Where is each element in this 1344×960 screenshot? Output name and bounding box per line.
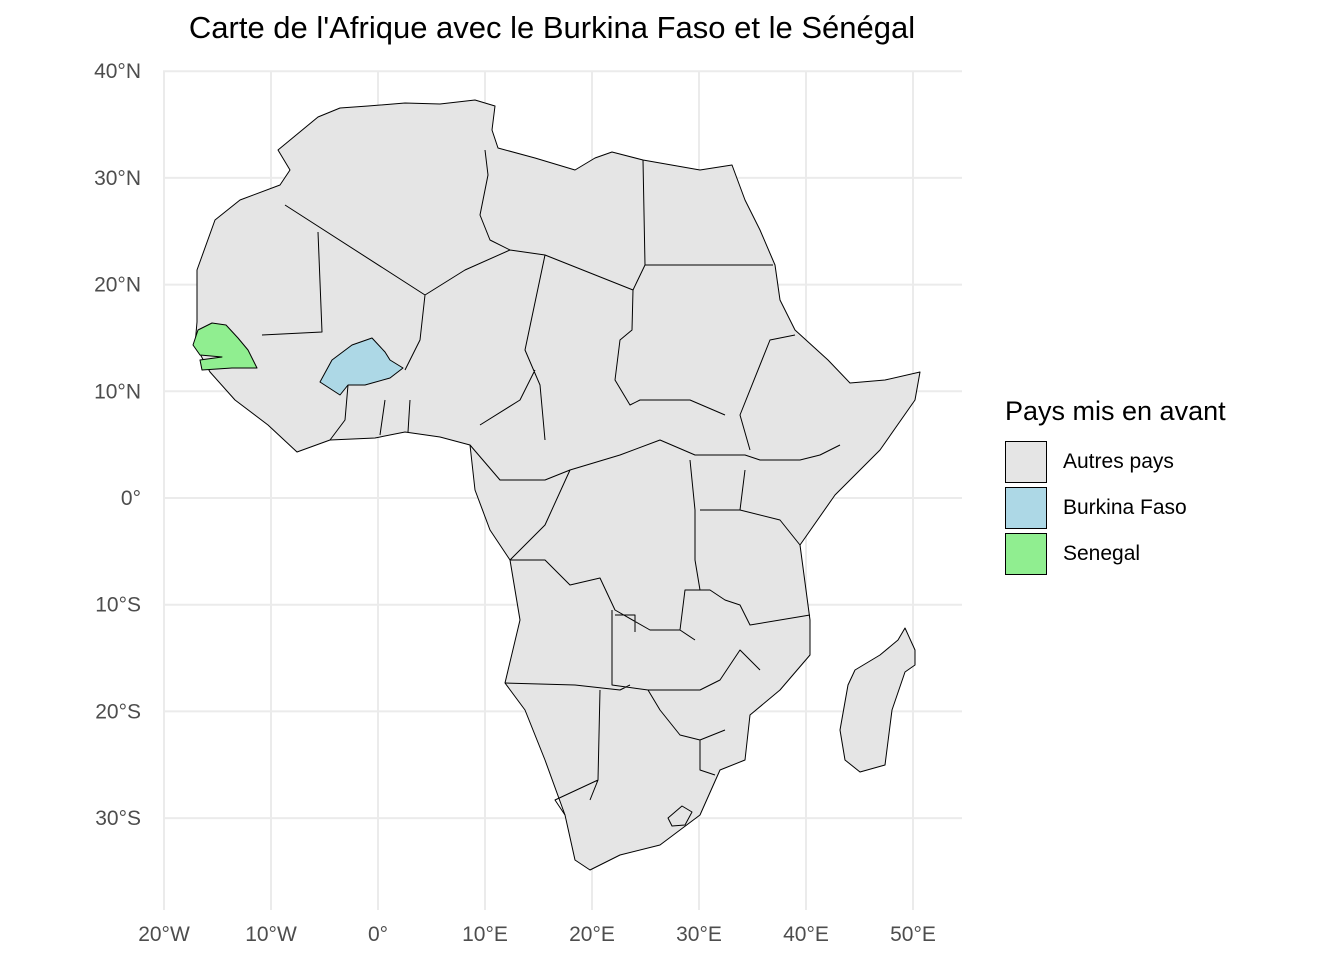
legend-item-burkina-faso: Burkina Faso [1005,485,1226,531]
lesotho [667,805,693,827]
y-axis-ticks: 40°N 30°N 20°N 10°N 0° 10°S 20°S 30°S [94,60,141,830]
madagascar [839,627,916,773]
country-borders [261,149,841,816]
x-tick-label: 20°E [569,923,615,946]
legend-key-burkina-faso [1005,487,1047,529]
legend-key-senegal [1005,533,1047,575]
x-tick-label: 10°W [245,923,297,946]
countries-layer [192,99,921,871]
x-tick-label: 10°E [462,923,508,946]
x-tick-label: 40°E [783,923,829,946]
y-tick-label: 10°N [94,380,141,403]
legend-label: Autres pays [1063,450,1174,473]
y-tick-label: 30°S [95,807,141,830]
africa-mainland [194,99,921,871]
burkina-faso [319,337,404,396]
y-tick-label: 40°N [94,60,141,83]
x-axis-ticks: 20°W 10°W 0° 10°E 20°E 30°E 40°E 50°E [138,923,936,946]
map-title: Carte de l'Afrique avec le Burkina Faso … [188,10,916,45]
legend-label: Senegal [1063,542,1141,565]
legend-item-senegal: Senegal [1005,531,1226,577]
y-tick-label: 20°N [94,274,141,297]
legend-label: Burkina Faso [1063,496,1187,519]
legend-item-autres-pays: Autres pays [1005,439,1226,485]
x-tick-label: 0° [368,923,388,946]
y-tick-label: 20°S [95,700,141,723]
x-tick-label: 30°E [676,923,722,946]
y-tick-label: 10°S [95,594,141,617]
x-tick-label: 20°W [138,923,190,946]
legend-key-autres-pays [1005,441,1047,483]
y-tick-label: 30°N [94,167,141,190]
y-tick-label: 0° [121,487,141,510]
senegal [192,322,258,371]
legend: Pays mis en avant Autres pays Burkina Fa… [1005,396,1226,577]
legend-title: Pays mis en avant [1005,396,1226,426]
x-tick-label: 50°E [890,923,936,946]
